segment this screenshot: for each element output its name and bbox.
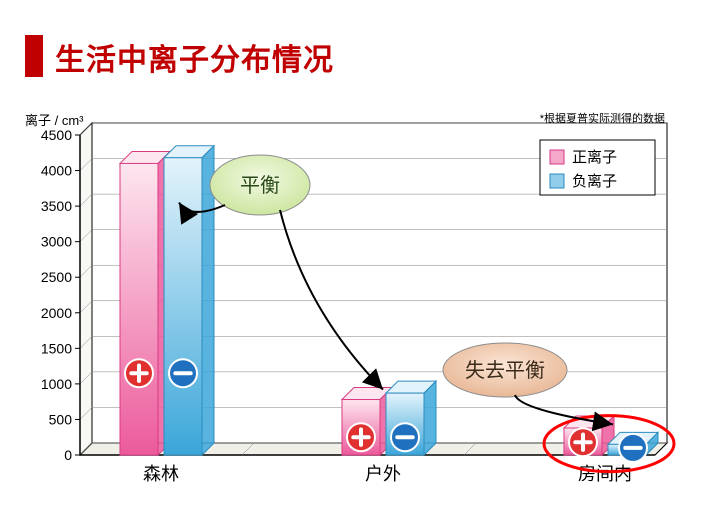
- svg-text:500: 500: [49, 411, 73, 427]
- title-accent-bar: [25, 35, 43, 77]
- svg-text:2500: 2500: [41, 269, 72, 285]
- svg-text:房间内: 房间内: [578, 464, 632, 484]
- y-axis-label: 离子 / cm³: [25, 110, 84, 129]
- svg-text:0: 0: [64, 447, 72, 463]
- svg-text:正离子: 正离子: [572, 149, 617, 166]
- data-source-footnote: *根据夏普实际测得的数据: [540, 110, 665, 126]
- svg-text:失去平衡: 失去平衡: [465, 359, 545, 382]
- svg-text:1000: 1000: [41, 376, 72, 392]
- svg-text:4000: 4000: [41, 163, 72, 179]
- chart-svg: 0 500 1000 1500 2000 2500 3000 3500 4000 4500 森林 户外…: [25, 110, 685, 505]
- svg-text:1500: 1500: [41, 340, 72, 356]
- svg-text:森林: 森林: [143, 464, 179, 484]
- svg-text:2000: 2000: [41, 305, 72, 321]
- svg-text:户外: 户外: [365, 464, 401, 484]
- svg-text:负离子: 负离子: [572, 173, 617, 190]
- ion-distribution-chart: 离子 / cm³ *根据夏普实际测得的数据 0 500 1000 1500 2000 25…: [25, 110, 685, 505]
- svg-text:3500: 3500: [41, 198, 72, 214]
- svg-text:3000: 3000: [41, 234, 72, 250]
- svg-text:4500: 4500: [41, 127, 72, 143]
- svg-text:平衡: 平衡: [240, 174, 280, 197]
- page-title: 生活中离子分布情况: [55, 35, 334, 79]
